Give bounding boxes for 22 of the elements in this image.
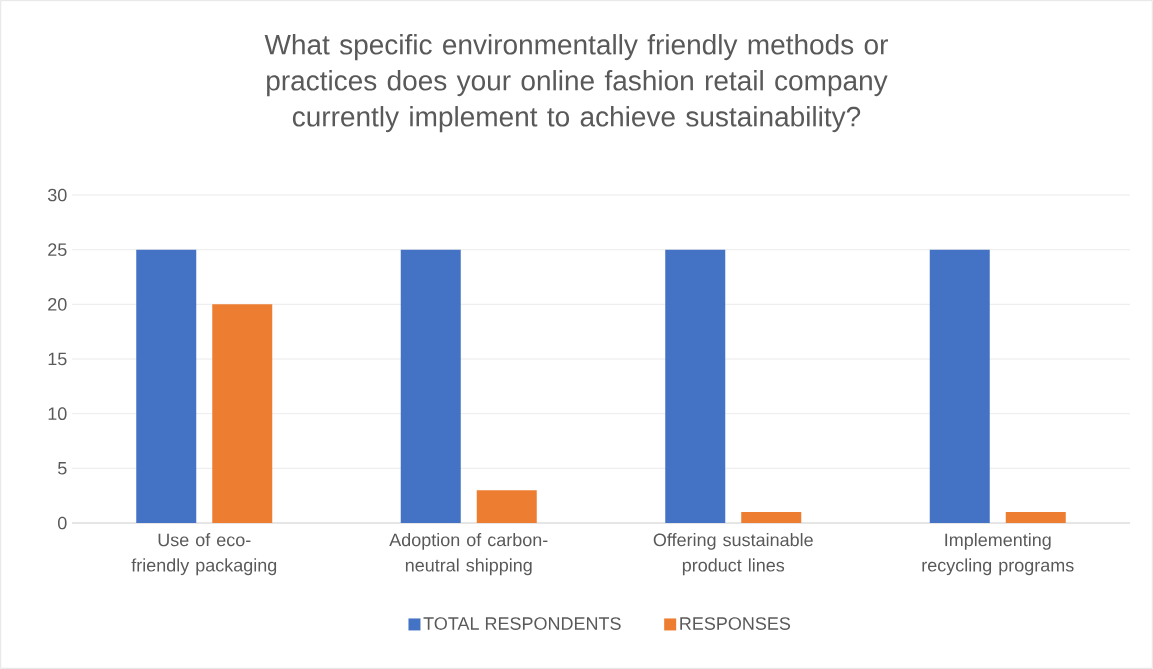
- x-tick-label: Implementing recycling programs: [922, 533, 1074, 576]
- legend-label: TOTAL RESPONDENTS: [423, 617, 621, 630]
- bar: [929, 249, 990, 523]
- bar: [136, 249, 197, 523]
- bar: [1005, 512, 1066, 523]
- bar: [665, 249, 726, 523]
- y-tick-label: 25: [48, 243, 67, 257]
- bar: [212, 304, 273, 523]
- y-tick-label: 30: [47, 188, 67, 202]
- x-tick-label: Adoption of carbon-neutral shipping: [389, 533, 548, 576]
- x-tick-label: Use of eco-friendly packaging: [131, 533, 277, 576]
- bar: [476, 490, 537, 523]
- y-tick-label: 10: [48, 407, 67, 421]
- y-tick-label: 20: [48, 297, 67, 311]
- y-tick-label: 15: [48, 352, 67, 366]
- legend-label: RESPONSES: [680, 617, 791, 630]
- x-tick-label: Offering sustainable product lines: [653, 533, 813, 576]
- y-tick-label: 0: [57, 516, 67, 530]
- bar: [741, 512, 802, 523]
- chart-title: What specific environmentally friendly methods or practices does your online fashion retail company currently implement to achieve sustainability?: [264, 34, 888, 133]
- y-tick-label: 5: [57, 462, 67, 475]
- bar: [400, 249, 461, 523]
